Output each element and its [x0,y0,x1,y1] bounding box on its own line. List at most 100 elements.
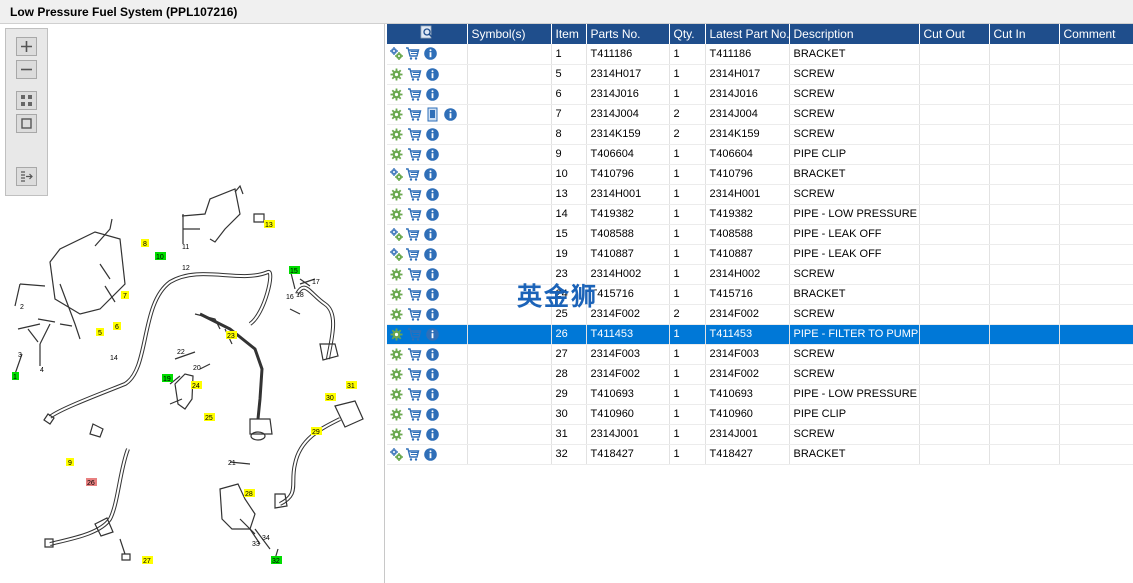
info-icon[interactable] [425,327,440,342]
callout-11[interactable]: 11 [182,244,189,251]
cart-icon[interactable] [405,46,420,61]
info-icon[interactable] [425,87,440,102]
callout-26[interactable]: 26 [86,478,97,487]
gear-icon[interactable] [389,367,404,382]
info-icon[interactable] [423,227,438,242]
gears-icon[interactable] [389,447,404,462]
callout-23[interactable]: 23 [226,331,237,340]
callout-29[interactable]: 29 [311,427,322,436]
gears-icon[interactable] [389,247,404,262]
table-row[interactable]: 19 T410887 1 T410887 PIPE - LEAK OFF [387,244,1133,265]
cart-icon[interactable] [405,447,420,462]
cart-icon[interactable] [407,287,422,302]
zoom-out-button[interactable] [16,60,37,79]
table-row[interactable]: 10 T410796 1 T410796 BRACKET [387,164,1133,185]
info-icon[interactable] [425,147,440,162]
description-column-header[interactable]: Description [789,24,920,44]
table-row[interactable]: 23 2314H002 1 2314H002 SCREW [387,264,1133,285]
cart-icon[interactable] [407,67,422,82]
cart-icon[interactable] [407,147,422,162]
gear-icon[interactable] [389,307,404,322]
callout-15[interactable]: 15 [289,266,300,275]
callout-6[interactable]: 6 [113,322,121,331]
table-row[interactable]: 29 T410693 1 T410693 PIPE - LOW PRESSURE… [387,384,1133,405]
gear-icon[interactable] [389,127,404,142]
cart-icon[interactable] [405,167,420,182]
cart-icon[interactable] [407,367,422,382]
cart-icon[interactable] [407,347,422,362]
callout-16[interactable]: 16 [286,294,294,301]
cart-icon[interactable] [407,427,422,442]
cart-icon[interactable] [407,307,422,322]
cart-icon[interactable] [407,187,422,202]
table-row[interactable]: 6 2314J016 1 2314J016 SCREW [387,84,1133,105]
info-icon[interactable] [423,167,438,182]
callout-33[interactable]: 33 [252,541,260,548]
table-row[interactable]: 30 T410960 1 T410960 PIPE CLIP [387,404,1133,425]
info-icon[interactable] [425,307,440,322]
callout-32[interactable]: 32 [271,556,282,565]
cart-icon[interactable] [407,87,422,102]
locate-column-header[interactable] [387,24,468,44]
fit-all-button[interactable] [16,91,37,110]
callout-21[interactable]: 21 [228,460,236,467]
table-row[interactable]: 1 T411186 1 T411186 BRACKET [387,44,1133,65]
table-row[interactable]: 13 2314H001 1 2314H001 SCREW [387,184,1133,205]
callout-1[interactable]: 1 [12,372,19,381]
cart-icon[interactable] [407,207,422,222]
info-icon[interactable] [425,207,440,222]
info-icon[interactable] [423,247,438,262]
callout-7[interactable]: 7 [121,291,129,300]
table-row[interactable]: 15 T408588 1 T408588 PIPE - LEAK OFF [387,224,1133,245]
gear-icon[interactable] [389,287,404,302]
table-row[interactable]: 26 T411453 1 T411453 PIPE - FILTER TO PU… [387,324,1133,345]
latest-part-column-header[interactable]: Latest Part No. [705,24,790,44]
gear-icon[interactable] [389,187,404,202]
info-icon[interactable] [425,367,440,382]
callout-18[interactable]: 18 [296,292,304,299]
callout-24[interactable]: 24 [191,381,202,390]
callout-20[interactable]: 20 [193,365,201,372]
comment-column-header[interactable]: Comment [1059,24,1133,44]
info-icon[interactable] [425,407,440,422]
document-icon[interactable] [425,107,440,122]
table-row[interactable]: 14 T419382 1 T419382 PIPE - LOW PRESSURE… [387,204,1133,225]
info-icon[interactable] [423,447,438,462]
cart-icon[interactable] [407,387,422,402]
cart-icon[interactable] [405,227,420,242]
info-icon[interactable] [425,387,440,402]
info-icon[interactable] [425,427,440,442]
gear-icon[interactable] [389,387,404,402]
gears-icon[interactable] [389,227,404,242]
callout-22[interactable]: 22 [177,349,185,356]
gear-icon[interactable] [389,87,404,102]
info-icon[interactable] [425,187,440,202]
gear-icon[interactable] [389,427,404,442]
gear-icon[interactable] [389,327,404,342]
gear-icon[interactable] [389,67,404,82]
info-icon[interactable] [423,46,438,61]
cart-icon[interactable] [407,267,422,282]
table-row[interactable]: 25 2314F002 2 2314F002 SCREW [387,304,1133,325]
zoom-in-button[interactable] [16,37,37,56]
callout-30[interactable]: 30 [325,393,336,402]
callout-13[interactable]: 13 [264,220,275,229]
info-icon[interactable] [425,287,440,302]
callout-28[interactable]: 28 [244,489,255,498]
gear-icon[interactable] [389,107,404,122]
gear-icon[interactable] [389,347,404,362]
info-icon[interactable] [443,107,458,122]
gear-icon[interactable] [389,407,404,422]
callout-3[interactable]: 3 [18,352,22,359]
callout-14[interactable]: 14 [110,355,118,362]
parts-no-column-header[interactable]: Parts No. [586,24,670,44]
callout-25[interactable]: 25 [204,413,215,422]
table-row[interactable]: 9 T406604 1 T406604 PIPE CLIP [387,144,1133,165]
table-row[interactable]: 7 2314J004 2 2314J004 SCREW [387,104,1133,125]
item-column-header[interactable]: Item [551,24,587,44]
callout-31[interactable]: 31 [346,381,357,390]
gear-icon[interactable] [389,207,404,222]
exploded-diagram[interactable]: 1 2 3 4 5 6 7 8 9 10 11 12 13 14 15 16 1… [0,24,385,583]
gears-icon[interactable] [389,46,404,61]
callout-10[interactable]: 10 [155,252,166,261]
